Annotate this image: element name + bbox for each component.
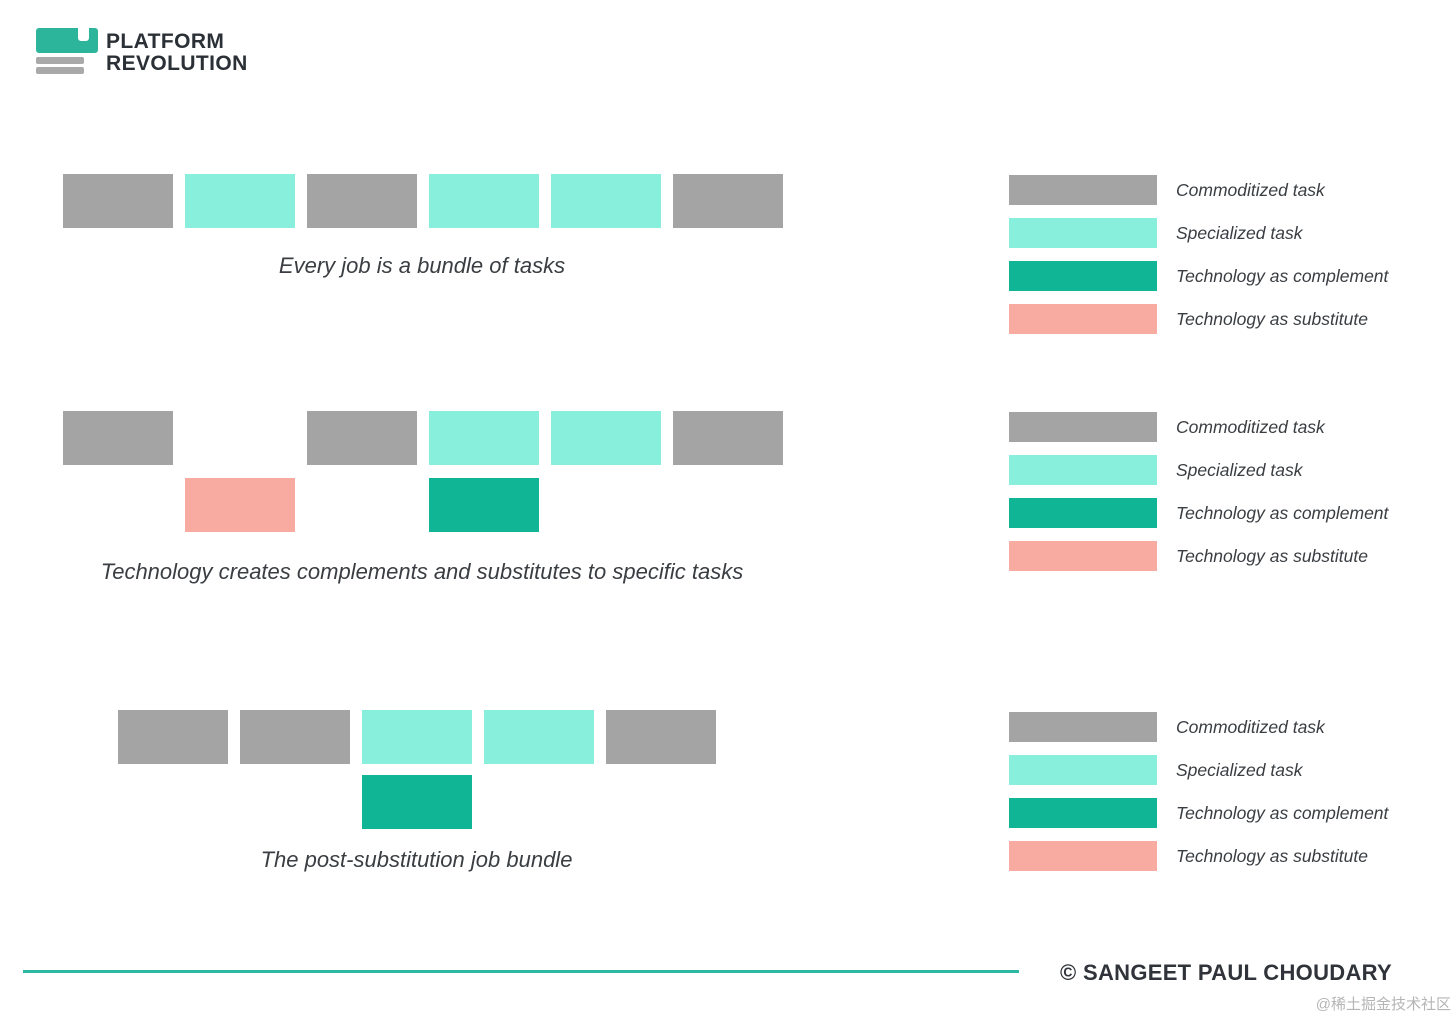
legend-swatch-commoditized xyxy=(1009,712,1157,742)
task-block-specialized xyxy=(429,174,539,228)
task-block-specialized xyxy=(551,174,661,228)
caption-job-bundle: Every job is a bundle of tasks xyxy=(278,253,566,278)
legend-swatch-specialized xyxy=(1009,755,1157,785)
task-block-commoditized xyxy=(63,411,173,465)
legend-swatch-commoditized xyxy=(1009,175,1157,205)
task-block-commoditized xyxy=(63,174,173,228)
copyright-text: © SANGEET PAUL CHOUDARY xyxy=(1060,960,1392,985)
legend-label-complement: Technology as complement xyxy=(1176,803,1389,823)
legend-label-specialized: Specialized task xyxy=(1176,760,1303,780)
legend-swatch-substitute xyxy=(1009,304,1157,334)
task-block-commoditized xyxy=(307,174,417,228)
task-block-specialized xyxy=(429,411,539,465)
watermark-text: @稀土掘金技术社区 xyxy=(1315,996,1451,1013)
task-block-commoditized xyxy=(307,411,417,465)
task-block-commoditized xyxy=(673,174,783,228)
caption-complements-substitutes: Technology creates complements and subst… xyxy=(100,559,744,584)
legend-swatch-complement xyxy=(1009,261,1157,291)
logo-wordmark: PLATFORM REVOLUTION xyxy=(106,31,248,75)
task-block-complement xyxy=(362,775,472,829)
task-block-specialized xyxy=(185,174,295,228)
task-block-substitute xyxy=(185,478,295,532)
legend-label-commoditized: Commoditized task xyxy=(1176,417,1325,437)
task-block-commoditized xyxy=(673,411,783,465)
task-block-complement xyxy=(429,478,539,532)
legend-swatch-complement xyxy=(1009,498,1157,528)
legend-label-substitute: Technology as substitute xyxy=(1176,309,1368,329)
legend-label-specialized: Specialized task xyxy=(1176,223,1303,243)
legend-label-substitute: Technology as substitute xyxy=(1176,846,1368,866)
legend-label-complement: Technology as complement xyxy=(1176,266,1389,286)
platform-revolution-logo: PLATFORM REVOLUTION xyxy=(36,28,248,78)
legend-label-commoditized: Commoditized task xyxy=(1176,180,1325,200)
platform-revolution-logo-icon xyxy=(36,28,98,74)
divider-line xyxy=(23,970,1019,973)
caption-post-substitution: The post-substitution job bundle xyxy=(260,847,573,872)
task-block-specialized xyxy=(551,411,661,465)
legend-swatch-specialized xyxy=(1009,218,1157,248)
legend-swatch-substitute xyxy=(1009,541,1157,571)
task-block-commoditized xyxy=(606,710,716,764)
task-block-specialized xyxy=(484,710,594,764)
task-block-specialized xyxy=(362,710,472,764)
legend-label-specialized: Specialized task xyxy=(1176,460,1303,480)
task-block-commoditized xyxy=(118,710,228,764)
logo-title-line1: PLATFORM xyxy=(106,30,225,53)
logo-title-line2: REVOLUTION xyxy=(106,52,248,75)
legend-label-commoditized: Commoditized task xyxy=(1176,717,1325,737)
legend-swatch-commoditized xyxy=(1009,412,1157,442)
legend-label-substitute: Technology as substitute xyxy=(1176,546,1368,566)
legend-swatch-substitute xyxy=(1009,841,1157,871)
task-block-commoditized xyxy=(240,710,350,764)
legend-swatch-complement xyxy=(1009,798,1157,828)
legend-swatch-specialized xyxy=(1009,455,1157,485)
legend-label-complement: Technology as complement xyxy=(1176,503,1389,523)
